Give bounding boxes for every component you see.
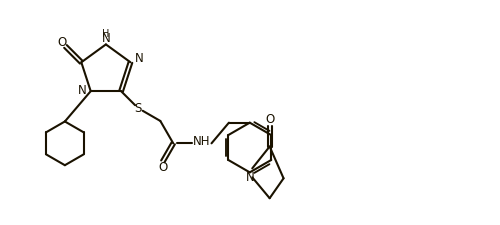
Text: S: S [134,101,141,115]
Text: N: N [78,84,86,97]
Text: N: N [134,52,143,65]
Text: O: O [158,161,168,174]
Text: N: N [246,171,254,184]
Text: O: O [265,113,274,126]
Text: N: N [102,32,110,45]
Text: NH: NH [194,135,211,148]
Text: H: H [102,29,110,39]
Text: O: O [57,36,66,49]
